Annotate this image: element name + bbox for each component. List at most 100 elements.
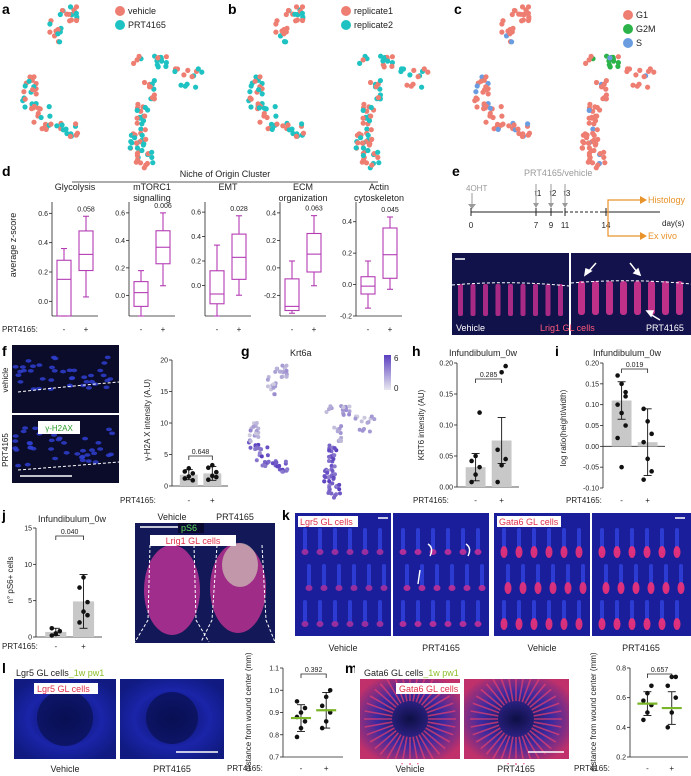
m-ylabel: distance from wound center (mm) bbox=[589, 652, 598, 771]
timeline-day: 14 bbox=[602, 221, 611, 230]
nucleus bbox=[52, 456, 59, 461]
umap-point bbox=[586, 120, 592, 126]
follicle-prt4165 bbox=[606, 281, 613, 315]
follicle-stalk bbox=[645, 528, 649, 552]
treat-symbol: - bbox=[54, 642, 57, 651]
umap-point bbox=[22, 96, 28, 102]
f-stain-badge bbox=[38, 421, 80, 434]
k-caption-2: PRT4165 bbox=[422, 643, 460, 653]
nucleus bbox=[101, 361, 108, 365]
krt6a-point bbox=[284, 374, 289, 379]
follicle-ray bbox=[526, 732, 547, 755]
umap-point bbox=[54, 123, 60, 129]
krt6a-point bbox=[337, 482, 342, 487]
umap-point bbox=[299, 4, 306, 10]
umap-point bbox=[172, 68, 178, 75]
k-caption-3: Vehicle bbox=[527, 643, 556, 653]
data-point bbox=[57, 628, 63, 634]
follicle-bulb bbox=[647, 582, 655, 594]
umap-point bbox=[601, 95, 607, 101]
umap-point bbox=[73, 10, 79, 16]
boxplot-0: 0.6 0.4 0.2 0.0 Glycolysis - +0.058 bbox=[38, 182, 98, 334]
umap-point bbox=[134, 115, 140, 121]
p-value: 0.648 bbox=[192, 449, 210, 456]
umap-point bbox=[273, 21, 279, 27]
krt6a-point bbox=[279, 375, 284, 379]
g-scale-min: 0 bbox=[394, 384, 399, 393]
follicle-stalk bbox=[348, 600, 352, 624]
krt6a-point bbox=[331, 476, 336, 481]
umap-point bbox=[519, 133, 525, 139]
follicle-bulb bbox=[414, 621, 422, 627]
nucleus bbox=[108, 452, 114, 457]
follicle-ray bbox=[521, 675, 533, 703]
follicle-bulb bbox=[613, 546, 621, 558]
umap-point bbox=[359, 140, 366, 146]
follicle-stalk bbox=[446, 528, 450, 552]
follicle-bulb bbox=[433, 585, 441, 591]
follicle-stalk bbox=[461, 600, 465, 624]
image-margin bbox=[569, 679, 577, 759]
e-histology-arrowhead bbox=[640, 196, 647, 204]
follicle-stalk bbox=[303, 600, 307, 624]
follicle-stalk bbox=[367, 564, 371, 588]
data-point bbox=[495, 479, 500, 485]
data-point bbox=[49, 625, 55, 631]
data-point bbox=[186, 466, 192, 471]
treatment-time: t1 bbox=[535, 189, 542, 198]
umap-point bbox=[602, 160, 608, 166]
umap-point bbox=[248, 83, 254, 89]
follicle-bulb bbox=[301, 549, 309, 555]
image-margin bbox=[350, 679, 360, 759]
l-treat-label: PRT4165: bbox=[227, 764, 263, 773]
follicle-stalk bbox=[581, 564, 585, 588]
follicle-bulb bbox=[403, 585, 411, 591]
umap-point bbox=[375, 95, 381, 101]
e-arrows-white bbox=[583, 262, 661, 321]
umap-point bbox=[360, 120, 366, 126]
umap-point bbox=[142, 104, 148, 111]
panel-letter-g: g bbox=[241, 343, 250, 359]
follicle-stalk bbox=[562, 600, 566, 624]
follicle-stalk bbox=[675, 528, 679, 552]
data-point bbox=[645, 710, 650, 715]
umap-point bbox=[408, 83, 414, 89]
umap-point bbox=[39, 126, 45, 132]
data-point bbox=[645, 419, 650, 424]
e-histology-label: Histology bbox=[648, 195, 686, 205]
follicle-ray bbox=[427, 710, 456, 717]
follicle-bulb bbox=[444, 621, 452, 627]
f-dashed-boundary-bottom bbox=[17, 461, 120, 471]
umap-point bbox=[47, 113, 53, 119]
umap-point bbox=[59, 7, 65, 14]
y-tick-label: 0.15 bbox=[585, 381, 599, 388]
follicle-stalk bbox=[307, 564, 311, 588]
y-tick-label: 0.4 bbox=[115, 238, 125, 245]
krt6a-point bbox=[283, 459, 288, 464]
krt6a-point bbox=[347, 412, 352, 417]
follicle-bulb bbox=[418, 585, 426, 591]
follicle-stalk bbox=[517, 600, 521, 624]
umap-point bbox=[474, 83, 480, 89]
e-label-prt4165: PRT4165 bbox=[646, 323, 684, 333]
umap-point bbox=[133, 159, 139, 165]
umap-point bbox=[415, 74, 421, 80]
nucleus bbox=[39, 377, 46, 381]
krt6a-point bbox=[270, 461, 275, 466]
k-caption-4: PRT4165 bbox=[622, 643, 660, 653]
follicle-bulb bbox=[643, 546, 651, 558]
data-point bbox=[206, 465, 211, 471]
krt6a-point bbox=[271, 382, 276, 387]
follicle-bulb bbox=[335, 585, 343, 591]
f-dashed-boundary-top bbox=[17, 381, 120, 393]
umap-b bbox=[246, 4, 431, 171]
umap-point bbox=[143, 136, 149, 142]
follicle-bulb bbox=[534, 582, 542, 594]
data-point bbox=[190, 471, 196, 476]
treat-symbol: - bbox=[216, 325, 219, 334]
umap-point bbox=[127, 145, 133, 151]
m-title: Gata6 GL cells_1w pw1 bbox=[364, 668, 459, 678]
umap-point bbox=[33, 91, 39, 97]
follicle-bulb bbox=[459, 621, 467, 627]
p-value: 0.028 bbox=[230, 206, 248, 213]
